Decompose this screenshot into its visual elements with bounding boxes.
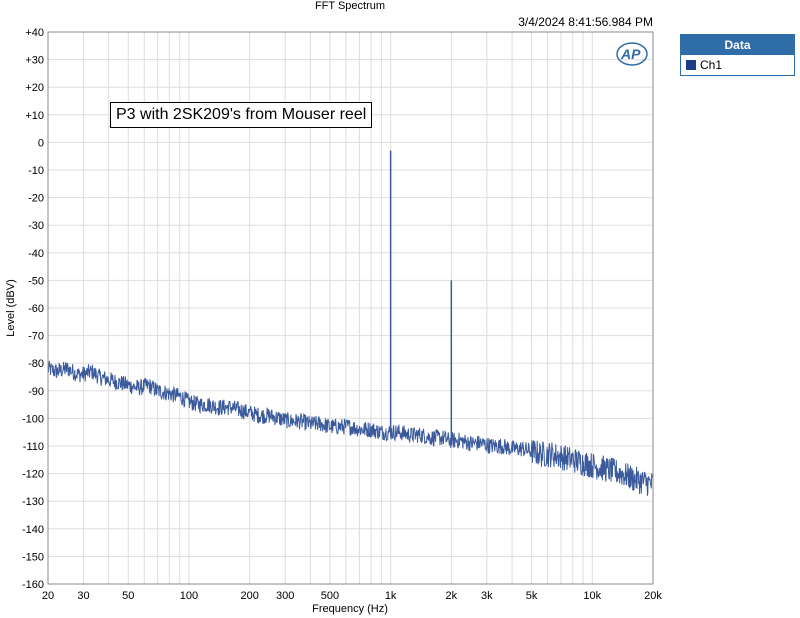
y-tick-label: +20 <box>25 82 44 94</box>
y-tick-label: -40 <box>28 248 44 260</box>
y-tick-label: -120 <box>22 469 44 481</box>
svg-text:AP: AP <box>620 46 641 62</box>
plot-frame <box>47 31 654 585</box>
y-tick-label: +30 <box>25 55 44 67</box>
ap-logo-icon: AP <box>616 42 648 66</box>
x-tick-label: 10k <box>583 590 601 602</box>
y-tick-label: -70 <box>28 331 44 343</box>
x-tick-label: 500 <box>321 590 339 602</box>
y-tick-label: -160 <box>22 579 44 591</box>
y-tick-label: -150 <box>22 551 44 563</box>
chart-annotation: P3 with 2SK209's from Mouser reel <box>110 102 373 128</box>
legend-title: Data <box>681 35 794 55</box>
y-tick-label: -140 <box>22 524 44 536</box>
legend-label: Ch1 <box>700 58 723 72</box>
legend: Data Ch1 <box>680 34 795 76</box>
timestamp: 3/4/2024 8:41:56.984 PM <box>518 15 653 29</box>
x-axis-label: Frequency (Hz) <box>312 603 388 615</box>
x-tick-label: 200 <box>240 590 258 602</box>
y-tick-label: -60 <box>28 303 44 315</box>
y-tick-label: -10 <box>28 165 44 177</box>
x-tick-label: 5k <box>526 590 538 602</box>
series-line-ch1 <box>47 360 654 496</box>
y-tick-label: +40 <box>25 27 44 39</box>
legend-swatch-icon <box>686 60 696 70</box>
x-tick-label: 20k <box>644 590 662 602</box>
x-tick-label: 3k <box>481 590 493 602</box>
y-tick-label: +10 <box>25 110 44 122</box>
series-layer <box>47 150 654 496</box>
x-tick-label: 30 <box>77 590 89 602</box>
axes: +40 +30 +20 +10 0 -10 -20 -30 -40 -50 -60 -70 -80 -90… <box>22 27 662 602</box>
x-tick-label: 100 <box>180 590 198 602</box>
y-tick-label: -90 <box>28 386 44 398</box>
y-tick-label: -130 <box>22 496 44 508</box>
y-tick-label: -110 <box>23 441 44 453</box>
x-tick-label: 2k <box>446 590 458 602</box>
x-tick-label: 50 <box>122 590 134 602</box>
y-tick-label: -80 <box>28 358 44 370</box>
y-tick-label: -50 <box>28 275 44 287</box>
x-tick-label: 300 <box>276 590 294 602</box>
legend-item-ch1[interactable]: Ch1 <box>681 55 794 75</box>
y-tick-label: -100 <box>22 413 44 425</box>
y-tick-label: -30 <box>28 220 44 232</box>
y-axis-label: Level (dBV) <box>5 279 17 336</box>
chart-title: FFT Spectrum <box>314 0 386 12</box>
y-tick-label: 0 <box>38 137 44 149</box>
x-tick-label: 20 <box>42 590 54 602</box>
x-tick-label: 1k <box>385 590 397 602</box>
y-tick-label: -20 <box>28 193 44 205</box>
